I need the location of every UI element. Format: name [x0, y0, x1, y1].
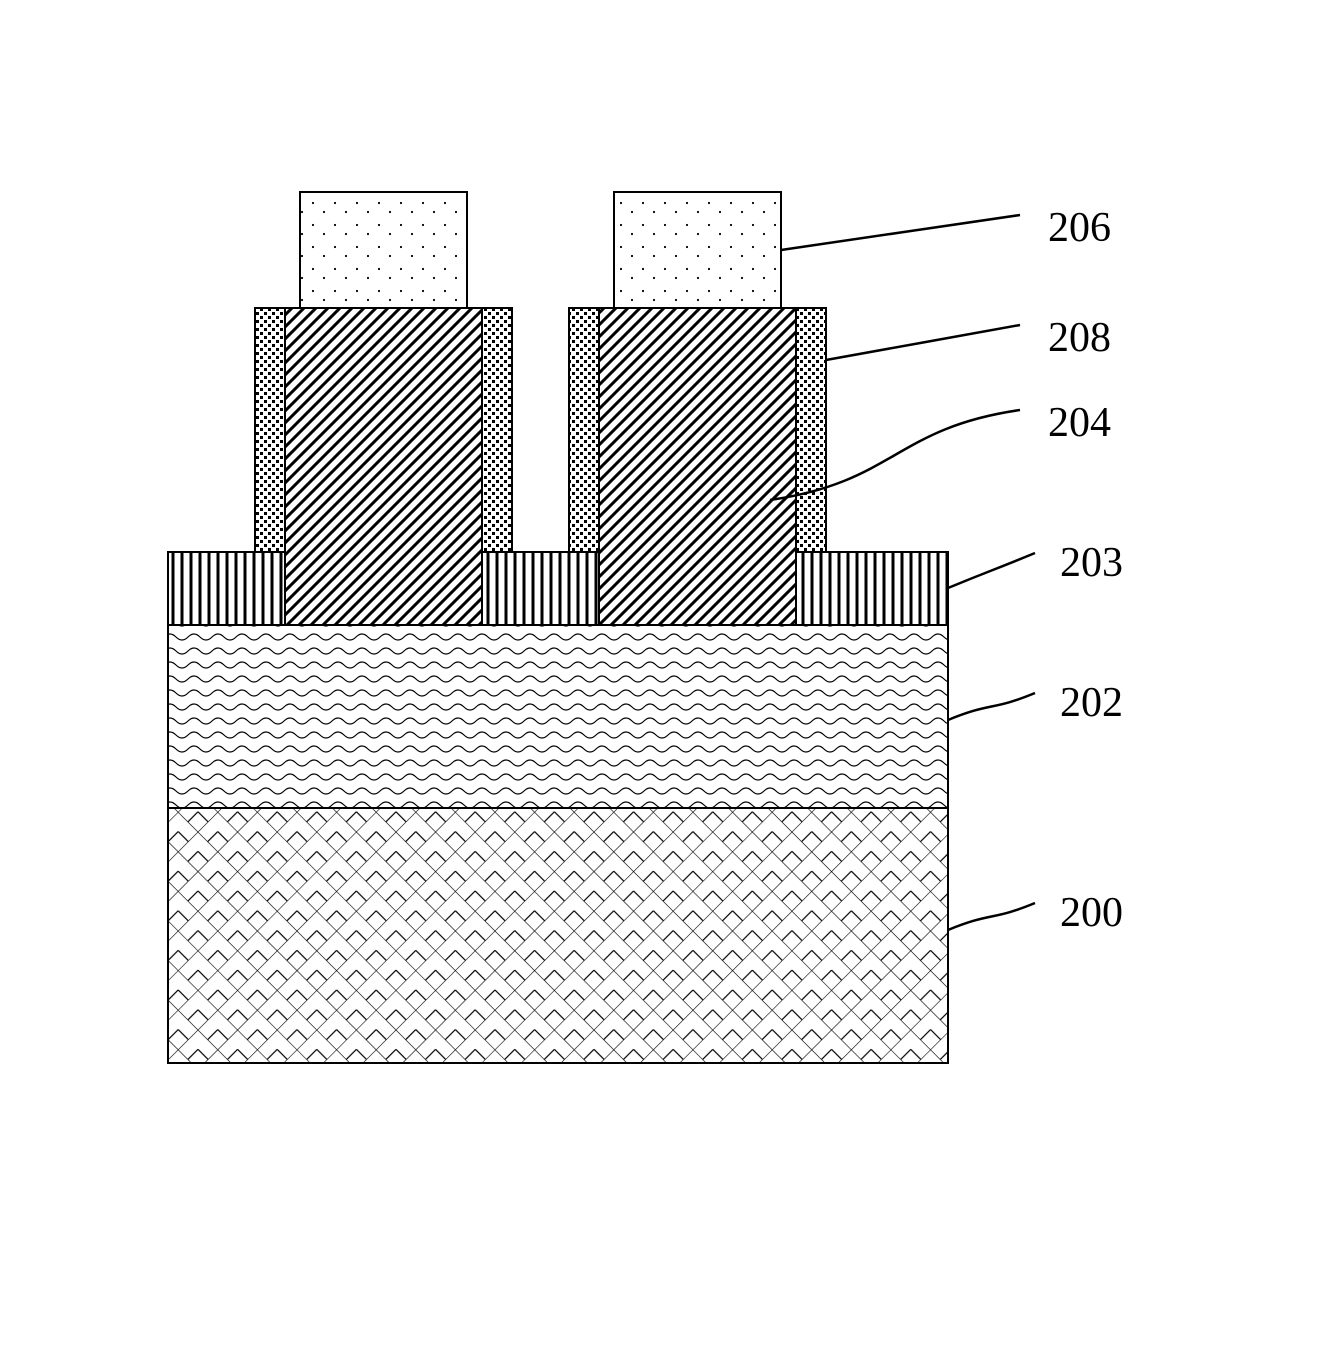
- layer-208-seg1: [482, 308, 512, 552]
- layer-206-seg1: [614, 192, 781, 308]
- callout-label-203: 203: [1060, 539, 1123, 587]
- callout-label-204: 204: [1048, 399, 1111, 447]
- layer-204-seg1: [599, 308, 796, 625]
- layer-206-seg0: [300, 192, 467, 308]
- callout-connector-200: [948, 903, 1035, 930]
- callout-label-208: 208: [1048, 314, 1111, 362]
- layer-200: [168, 808, 948, 1063]
- layer-208-seg2: [569, 308, 599, 552]
- callout-label-200: 200: [1060, 889, 1123, 937]
- diagram-svg: [0, 0, 1319, 1351]
- callout-connector-208: [826, 325, 1020, 360]
- callout-label-206: 206: [1048, 204, 1111, 252]
- diagram-canvas: 206 208 204 203 202 200: [0, 0, 1319, 1351]
- layer-203-seg2: [796, 552, 948, 625]
- layer-203-seg0: [168, 552, 285, 625]
- layer-204-seg0: [285, 308, 482, 625]
- callout-connector-203: [948, 553, 1035, 588]
- callout-connector-206: [781, 215, 1020, 250]
- layer-208-seg0: [255, 308, 285, 552]
- layer-202: [168, 625, 948, 808]
- callout-label-202: 202: [1060, 679, 1123, 727]
- layer-208-seg3: [796, 308, 826, 552]
- callout-connector-202: [948, 693, 1035, 720]
- layer-203-seg1: [482, 552, 599, 625]
